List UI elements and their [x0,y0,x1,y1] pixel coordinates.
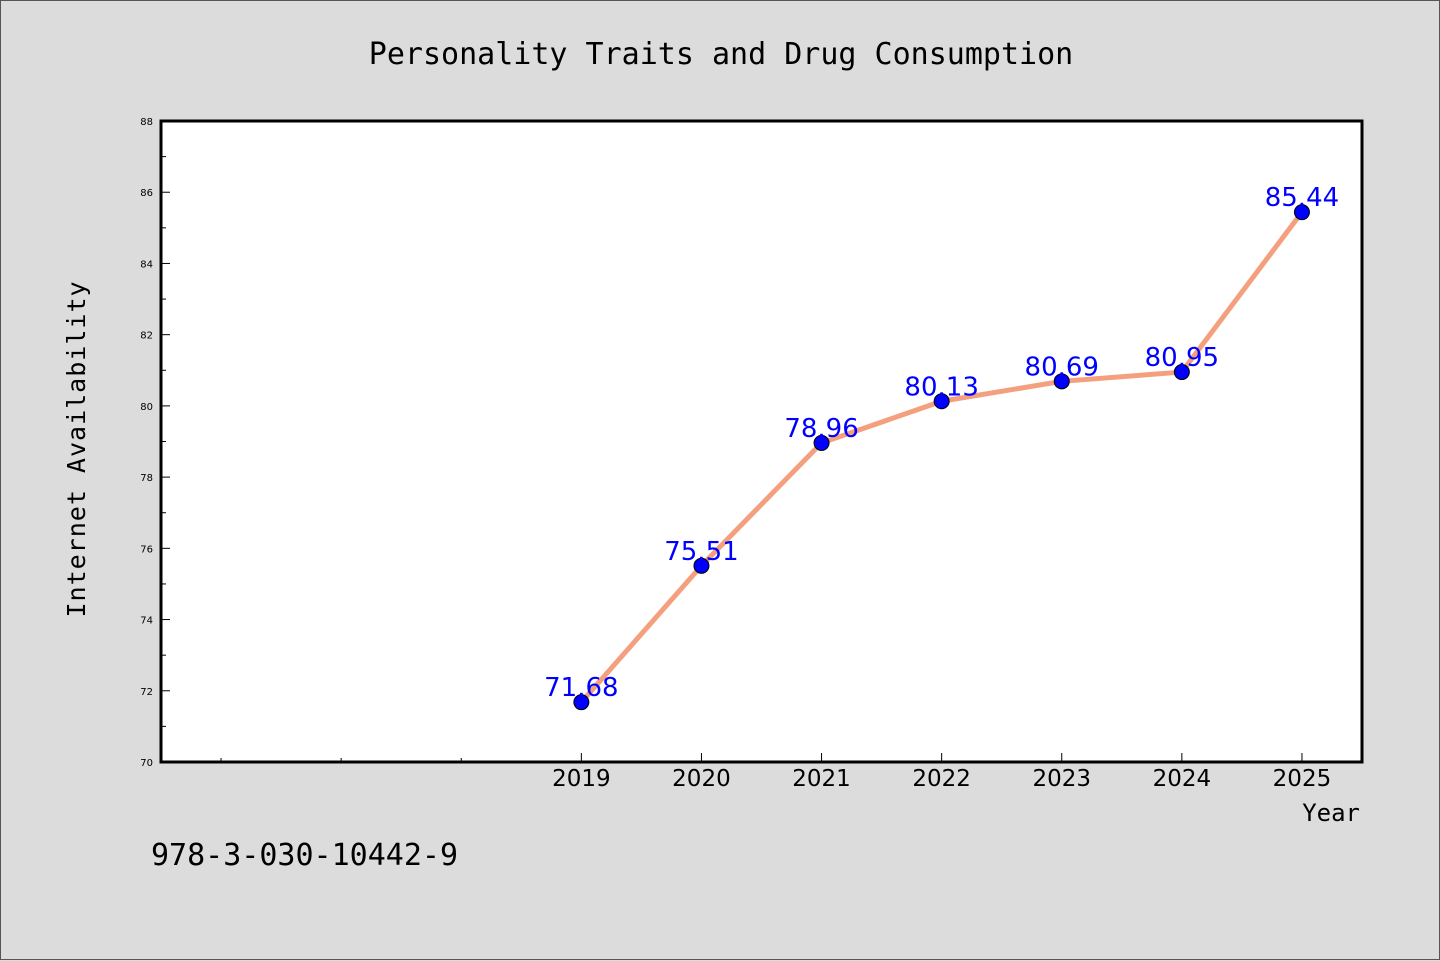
y-tick-label: 70 [140,758,153,769]
chart-title: Personality Traits and Drug Consumption [369,37,1073,72]
data-label: 85.44 [1265,183,1339,213]
x-tick-label: 2022 [912,766,971,792]
footnote-isbn: 978-3-030-10442-9 [151,838,458,873]
data-label: 75.51 [664,537,738,567]
y-tick-label: 82 [140,331,153,342]
x-axis: 2019 2020 2021 2022 2023 2024 2025 [220,753,1332,792]
data-point [1293,204,1310,221]
y-tick-label: 86 [140,188,153,199]
y-tick-label: 80 [140,402,153,413]
data-label: 80.95 [1145,343,1219,373]
y-tick-label: 78 [140,473,153,484]
x-tick-label: 2019 [552,766,611,792]
data-label: 78.96 [784,414,858,444]
data-point [813,434,830,451]
y-tick-label: 72 [140,687,153,698]
y-tick-label: 74 [140,616,153,627]
data-point [933,393,950,410]
y-axis-label: Internet Availability [62,280,91,617]
x-tick-label: 2020 [672,766,731,792]
data-label: 80.69 [1025,352,1099,382]
y-tick-label: 76 [140,544,153,555]
x-tick-label: 2025 [1273,766,1332,792]
data-label: 71.68 [544,673,618,703]
data-point [1053,373,1070,390]
x-tick-label: 2024 [1153,766,1212,792]
data-point [693,557,710,574]
data-point [573,694,590,711]
x-axis-label: Year [1302,799,1360,827]
y-axis: 70 72 74 76 78 80 82 84 86 88 [140,117,170,769]
y-tick-label: 88 [140,117,153,128]
plot-area [159,119,1364,764]
y-tick-label: 84 [140,259,153,270]
x-tick-label: 2021 [792,766,851,792]
data-label: 80.13 [904,372,978,402]
x-tick-label: 2023 [1032,766,1091,792]
data-series: 71.68 75.51 78.96 80.13 80.69 80.95 85.44 [544,183,1339,711]
data-point [1173,364,1190,381]
